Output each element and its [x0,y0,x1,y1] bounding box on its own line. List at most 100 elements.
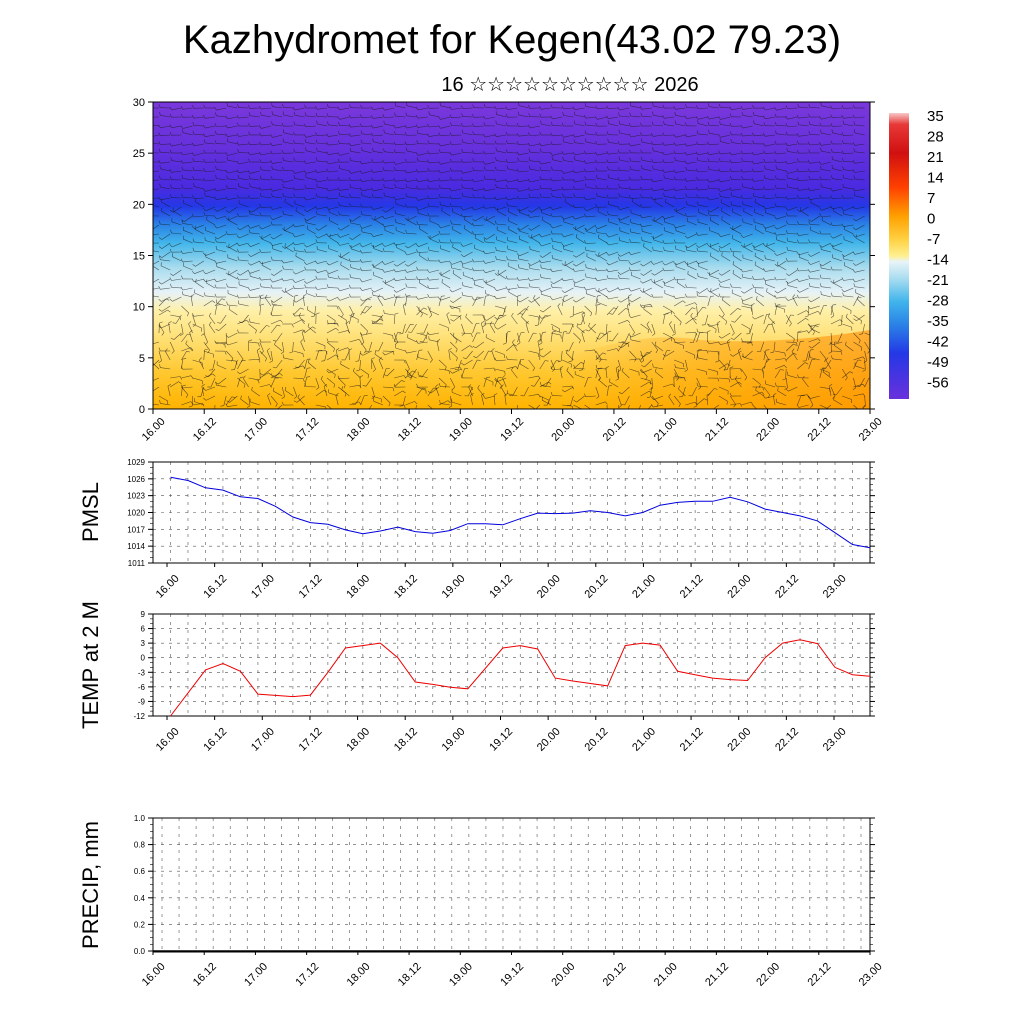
wind-barb [810,305,820,310]
wind-barb-feather [394,149,396,153]
wind-barb [563,134,574,138]
wind-barb [575,374,585,379]
wind-barb [238,170,249,174]
wind-barb [326,354,336,361]
wind-barb [819,368,830,373]
wind-barb-feather [761,391,765,395]
wind-barb-feather [808,149,811,154]
wind-barb [832,257,843,262]
wind-barb-feather [673,276,676,281]
wind-barb-feather [404,217,408,221]
wind-barb-feather [293,400,298,403]
pmsl-x-axis: 16.00 16.12 17.00 17.12 18.00 18.12 19.00 19.12… [154,563,849,601]
wind-barb [371,359,376,370]
wind-barb [249,296,260,298]
wind-barb [483,314,486,325]
wind-barb [832,242,843,247]
wind-barb [644,359,653,368]
wind-barb [416,387,423,397]
wind-barb-feather [206,216,208,220]
wind-barb [195,201,204,208]
wind-barb-feather [796,289,800,293]
wind-barb-feather [351,314,355,318]
wind-barb [854,151,865,154]
wind-barb-feather [382,280,386,284]
wind-barb-feather [214,225,217,229]
wind-barb-feather [237,272,241,276]
wind-barb [810,251,820,257]
wind-barb [451,392,462,397]
wind-barb-feather [275,403,278,407]
wind-barb-feather [427,133,430,137]
wind-barb-feather [808,253,812,257]
wind-barb [483,296,486,307]
wind-barb-feather [171,350,175,354]
wind-barb [361,125,372,127]
wind-barb-feather [148,149,149,152]
wind-barb [406,286,417,289]
wind-barb-feather [393,161,396,165]
wind-barb-feather [282,157,284,161]
wind-barb-feather [394,131,396,135]
wind-barb [165,351,171,361]
wind-barb-feather [270,176,273,180]
wind-barb [216,215,227,220]
wind-barb [686,116,697,119]
wind-barb [227,116,238,120]
wind-barb [552,179,563,182]
wind-barb [228,332,238,338]
wind-barb-feather [259,276,262,281]
wind-barb-feather [664,313,669,315]
wind-barb-feather [727,339,731,342]
wind-barb [153,124,160,127]
wind-barb-feather [326,187,329,192]
wind-barb [506,344,514,352]
x-tick-label: 17.00 [242,416,270,444]
wind-barb-feather [192,130,195,135]
wind-barb [797,310,807,316]
wind-barb [451,107,462,110]
wind-barb-feather [326,338,329,342]
wind-barb [160,287,171,290]
wind-barb-feather [707,115,710,120]
wind-barb-feather [271,103,273,107]
wind-barb-feather [358,385,362,389]
pmsl-series-line [170,476,871,549]
wind-barb-feather [494,196,497,200]
wind-barb [364,305,373,314]
wind-barb [350,170,361,174]
wind-barb [763,324,769,334]
wind-barb [281,386,285,397]
wind-barb-feather [548,381,552,385]
wind-barb-feather [755,296,758,300]
wind-barb-feather [382,269,385,273]
wind-barb [642,368,652,374]
wind-barb [697,250,708,253]
wind-barb-feather [259,141,262,146]
wind-barb [564,287,574,293]
wind-barb-feather [741,290,745,294]
wind-barb-feather [852,262,856,266]
wind-barb-feather [651,219,655,222]
wind-barb-feather [191,152,195,156]
wind-barb-feather [607,174,609,178]
wind-barb-feather [371,169,374,173]
wind-barb-feather [158,246,163,249]
wind-barb [227,159,238,163]
wind-barb-feather [662,115,665,119]
wind-barb [462,142,473,145]
wind-barb [153,260,160,265]
wind-barb [854,269,865,273]
wind-barb [843,152,854,154]
wind-barb-feather [714,388,718,390]
wind-barb-feather [718,150,721,155]
wind-barb-feather [750,401,754,405]
wind-barb [619,115,630,118]
wind-barb [550,360,557,370]
wind-barb [205,269,216,275]
wind-barb [465,350,473,359]
wind-barb-feather [404,141,407,145]
wind-barb [727,341,731,352]
wind-barb-feather [148,105,149,108]
